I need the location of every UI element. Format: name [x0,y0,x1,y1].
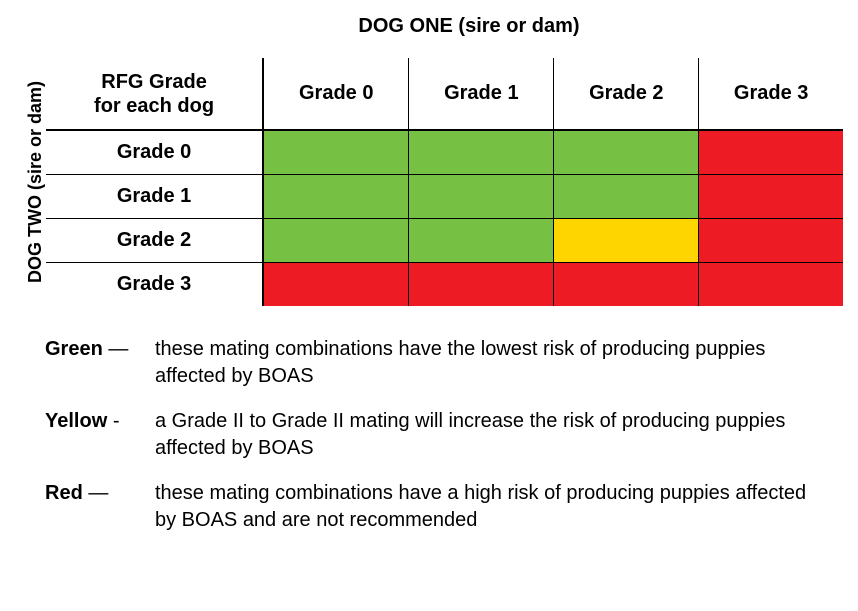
mating-risk-matrix: RFG Grade for each dog Grade 0 Grade 1 G… [46,58,843,306]
matrix-cell [699,130,843,174]
legend-text: these mating combinations have a high ri… [155,480,813,534]
legend-text: a Grade II to Grade II mating will incre… [155,408,813,462]
matrix-row: Grade 3 [46,262,843,306]
legend-sep: — [108,338,128,360]
row-header-1: Grade 1 [46,174,263,218]
matrix-cell [263,218,409,262]
corner-header-line1: RFG Grade [101,71,207,93]
col-header-3: Grade 3 [699,58,843,130]
col-header-0: Grade 0 [263,58,409,130]
corner-header: RFG Grade for each dog [46,58,263,130]
matrix-cell [554,174,699,218]
row-header-2: Grade 2 [46,218,263,262]
matrix-cell [554,262,699,306]
matrix-cell [409,262,554,306]
corner-header-line2: for each dog [94,95,214,117]
matrix-cell [699,218,843,262]
matrix-cell [409,174,554,218]
legend-row-yellow: Yellow - a Grade II to Grade II mating w… [45,408,813,462]
legend-label: Yellow [45,410,107,432]
matrix-cell [263,130,409,174]
dog-two-axis-title: DOG TWO (sire or dam) [15,58,46,306]
col-header-1: Grade 1 [409,58,554,130]
legend-row-green: Green — these mating combinations have t… [45,336,813,390]
row-header-0: Grade 0 [46,130,263,174]
matrix-cell [699,174,843,218]
matrix-cell [554,218,699,262]
matrix-cell [699,262,843,306]
legend-term: Red — [45,480,155,534]
legend-sep: - [113,410,120,432]
legend-text: these mating combinations have the lowes… [155,336,813,390]
matrix-row: Grade 1 [46,174,843,218]
legend-sep: — [88,482,108,504]
matrix-cell [263,174,409,218]
legend-label: Green [45,338,103,360]
matrix-cell [263,262,409,306]
legend-label: Red [45,482,83,504]
row-header-3: Grade 3 [46,262,263,306]
legend-term: Yellow - [45,408,155,462]
matrix-row: Grade 0 [46,130,843,174]
dog-one-axis-title: DOG ONE (sire or dam) [15,15,843,38]
matrix-cell [554,130,699,174]
col-header-2: Grade 2 [554,58,699,130]
legend: Green — these mating combinations have t… [15,336,843,534]
legend-term: Green — [45,336,155,390]
matrix-cell [409,218,554,262]
matrix-cell [409,130,554,174]
matrix-row: Grade 2 [46,218,843,262]
grid-container: DOG TWO (sire or dam) RFG Grade for each… [15,58,843,306]
legend-row-red: Red — these mating combinations have a h… [45,480,813,534]
